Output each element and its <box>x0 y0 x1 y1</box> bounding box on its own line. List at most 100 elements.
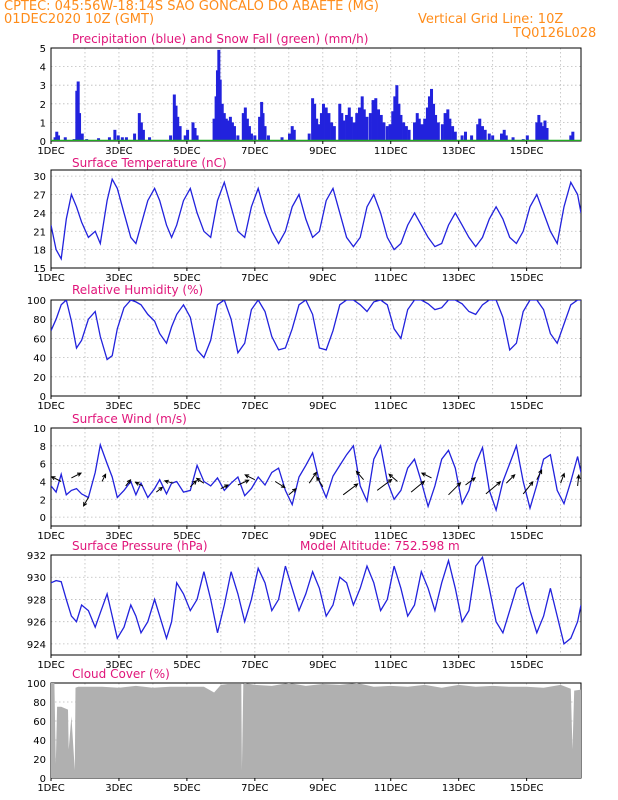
precip-bar <box>360 96 364 141</box>
precip-panel: 0 1 2 3 4 5 1DEC 3DEC 5DEC 7DEC 9DEC 11DEC 13DEC 15DE… <box>37 32 582 157</box>
precip-bar <box>195 135 199 141</box>
wind-xtick-label: 11DEC <box>374 531 408 542</box>
precip-bar <box>228 116 232 141</box>
precip-bar <box>55 131 59 141</box>
temperature-xtick-label: 7DEC <box>241 273 268 284</box>
temperature-frame <box>50 169 582 269</box>
pressure-annotation: Model Altitude: 752.598 m <box>300 539 460 553</box>
wind-vector-arrow <box>244 474 256 481</box>
cloud-xtick-label: 9DEC <box>309 783 336 794</box>
wind-vector-arrow <box>448 481 462 496</box>
precip-bar <box>511 137 515 141</box>
precip-bar <box>327 113 331 141</box>
precip-bar <box>541 126 545 141</box>
cloud-ytick-label: 80 <box>33 698 46 709</box>
cloud-title: Cloud Cover (%) <box>72 667 170 681</box>
precip-bar <box>247 126 251 141</box>
precip-xtick-label: 13DEC <box>442 146 476 157</box>
cloud-xtick-label: 11DEC <box>374 783 408 794</box>
pressure-ytick-label: 928 <box>27 595 46 606</box>
precip-bar <box>253 135 257 141</box>
precip-bar <box>230 122 234 141</box>
wind-vector-arrow <box>155 486 164 493</box>
wind-vector-arrow <box>420 472 432 479</box>
precip-bar <box>425 107 429 141</box>
precip-bar <box>436 122 440 141</box>
pressure-ytick-label: 926 <box>27 618 46 629</box>
precip-bar <box>148 137 152 141</box>
cloud-cover-area <box>51 683 581 778</box>
wind-vector-arrow <box>522 480 534 495</box>
humidity-series-line <box>51 300 581 361</box>
precip-xtick-label: 3DEC <box>105 146 132 157</box>
precip-bar <box>483 129 487 141</box>
precip-bar <box>355 113 359 141</box>
humidity-xtick-label: 11DEC <box>374 401 408 412</box>
humidity-xtick-label: 3DEC <box>105 401 132 412</box>
precip-bar <box>443 113 447 141</box>
precip-bar <box>539 122 543 141</box>
humidity-ytick-label: 80 <box>33 315 46 326</box>
humidity-panel: 0 20 40 60 80 100 1DEC 3DEC 5DEC 7DEC 9DEC 11DEC 13D… <box>27 283 582 412</box>
precip-bar <box>569 135 573 141</box>
precip-ytick-label: 4 <box>40 63 46 74</box>
temperature-xtick-label: 13DEC <box>442 273 476 284</box>
precip-bar <box>226 120 230 141</box>
wind-plot <box>51 442 581 513</box>
wind-ytick-label: 10 <box>33 424 46 435</box>
wind-vector-arrow <box>51 476 62 482</box>
precip-xtick-label: 7DEC <box>241 146 268 157</box>
precip-plot <box>51 49 581 141</box>
humidity-ytick-label: 0 <box>40 392 46 403</box>
wind-vector-arrow <box>576 473 581 486</box>
wind-vector-arrow <box>189 479 198 488</box>
precip-bar <box>176 116 180 141</box>
precip-bar <box>315 118 319 141</box>
wind-vector-arrow <box>355 470 364 481</box>
precip-bar <box>113 129 117 141</box>
temperature-ytick-label: 15 <box>33 264 46 275</box>
cloud-xtick-label: 5DEC <box>173 783 200 794</box>
wind-vector-arrow <box>101 473 107 482</box>
precip-bar <box>141 129 145 141</box>
wind-vector-arrow <box>83 497 89 507</box>
precip-bar <box>395 85 399 141</box>
precip-bar <box>571 131 575 141</box>
precip-bar <box>330 122 334 141</box>
wind-xtick-label: 5DEC <box>173 531 200 542</box>
precip-bar <box>362 109 366 141</box>
precip-bar <box>236 135 240 141</box>
wind-ytick-label: 8 <box>40 442 46 453</box>
precip-ytick-label: 1 <box>40 118 46 129</box>
precip-bar <box>222 113 226 141</box>
precip-bar <box>116 135 120 141</box>
precip-bar <box>349 116 353 141</box>
precip-bar <box>169 135 173 141</box>
cloud-xtick-label: 15DEC <box>510 783 544 794</box>
wind-xtick-label: 15DEC <box>510 531 544 542</box>
wind-ytick-label: 4 <box>40 477 46 488</box>
precip-bar <box>174 105 178 141</box>
precip-bar <box>451 126 455 141</box>
temperature-xtick-label: 15DEC <box>510 273 544 284</box>
precip-xtick-label: 15DEC <box>510 146 544 157</box>
precip-bar <box>139 122 143 141</box>
humidity-xtick-label: 13DEC <box>442 401 476 412</box>
precip-bar <box>543 120 547 141</box>
wind-vector-arrow <box>316 476 324 488</box>
precip-bar <box>245 118 249 141</box>
precip-bar <box>76 81 80 141</box>
wind-vector-arrow <box>485 481 502 495</box>
pressure-panel: 924 926 928 930 932 1DEC 3DEC 5DEC 7DEC 9DEC 11DEC… <box>27 539 582 671</box>
precip-bar <box>137 113 141 141</box>
precip-bar <box>415 113 419 141</box>
precip-bar <box>307 133 311 141</box>
wind-title: Surface Wind (m/s) <box>72 412 187 426</box>
precip-bar <box>63 137 67 141</box>
wind-vector-arrow <box>308 471 318 484</box>
run-time: 01DEC2020 10Z (GMT) <box>4 12 155 27</box>
precip-bar <box>537 114 541 141</box>
pressure-ytick-label: 924 <box>27 640 46 651</box>
pressure-xtick-label: 7DEC <box>241 660 268 671</box>
temperature-xtick-label: 1DEC <box>37 273 64 284</box>
